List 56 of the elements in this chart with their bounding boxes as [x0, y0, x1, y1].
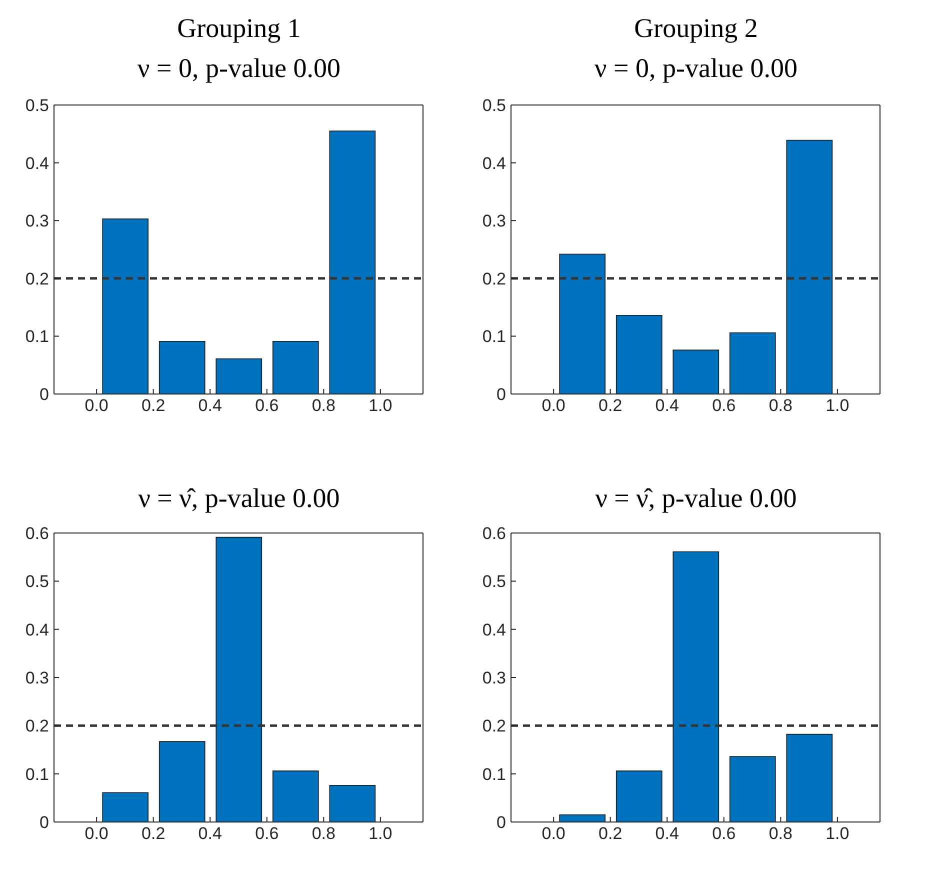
x-tick-label: 0.6	[255, 824, 279, 844]
y-tick-label: 0.2	[25, 716, 49, 736]
x-tick-label: 0.2	[598, 824, 622, 844]
y-tick-label: 0.1	[482, 327, 506, 346]
y-tick-label: 0.4	[25, 154, 49, 173]
y-tick-label: 0.3	[25, 212, 49, 231]
x-tick-label: 0.6	[712, 824, 736, 844]
x-tick-label: 0.0	[542, 824, 566, 844]
x-tick-label: 1.0	[368, 824, 392, 844]
x-tick-label: 0.8	[312, 824, 336, 844]
y-tick-label: 0.5	[482, 572, 506, 592]
chart-subtitle: ν = 0, p-value 0.00	[594, 52, 798, 85]
y-tick-label: 0	[496, 813, 506, 832]
x-tick-label: 1.0	[368, 396, 392, 416]
chart-title: ν = ν̂, p-value 0.00	[594, 482, 798, 515]
y-tick-label: 0.1	[25, 327, 49, 346]
y-tick-label: 0.6	[482, 524, 506, 544]
x-tick-label: 0.0	[542, 396, 566, 416]
x-tick-label: 0.2	[142, 824, 166, 844]
x-tick-label: 0.0	[84, 824, 108, 844]
x-tick-label: 0.8	[312, 396, 336, 416]
x-tick-label: 0.4	[655, 396, 679, 416]
x-tick-label: 0.8	[768, 396, 792, 416]
y-tick-label: 0.4	[25, 620, 49, 640]
y-tick-label: 0	[40, 385, 49, 404]
x-tick-label: 0.2	[598, 396, 622, 416]
chart-title: Grouping 1	[176, 12, 302, 45]
y-tick-label: 0	[40, 813, 49, 832]
x-tick-label: 0.6	[255, 396, 279, 416]
x-tick-label: 1.0	[826, 824, 850, 844]
x-tick-label: 0.8	[768, 824, 792, 844]
x-tick-label: 1.0	[826, 396, 850, 416]
x-tick-label: 0.2	[142, 396, 166, 416]
chart-title: Grouping 2	[633, 12, 759, 45]
x-tick-label: 0.4	[198, 396, 222, 416]
y-tick-label: 0.6	[25, 524, 49, 544]
x-tick-label: 0.4	[655, 824, 679, 844]
y-tick-label: 0.3	[25, 668, 49, 688]
chart-title: ν = ν̂, p-value 0.00	[137, 482, 341, 515]
y-tick-label: 0.1	[482, 764, 506, 784]
y-tick-label: 0.3	[482, 668, 506, 688]
y-tick-label: 0.5	[25, 96, 49, 116]
chart-subtitle: ν = 0, p-value 0.00	[136, 52, 342, 85]
y-tick-label: 0.4	[482, 154, 506, 173]
y-tick-label: 0	[496, 385, 506, 404]
x-tick-label: 0.4	[198, 824, 222, 844]
y-tick-label: 0.5	[25, 572, 49, 592]
x-tick-label: 0.0	[84, 396, 108, 416]
y-tick-label: 0.4	[482, 620, 506, 640]
x-tick-label: 0.6	[712, 396, 736, 416]
y-tick-label: 0.2	[482, 716, 506, 736]
y-tick-label: 0.1	[25, 764, 49, 784]
y-tick-label: 0.5	[482, 96, 506, 116]
y-tick-label: 0.2	[482, 269, 506, 288]
y-tick-label: 0.2	[25, 269, 49, 288]
y-tick-label: 0.3	[482, 212, 506, 231]
